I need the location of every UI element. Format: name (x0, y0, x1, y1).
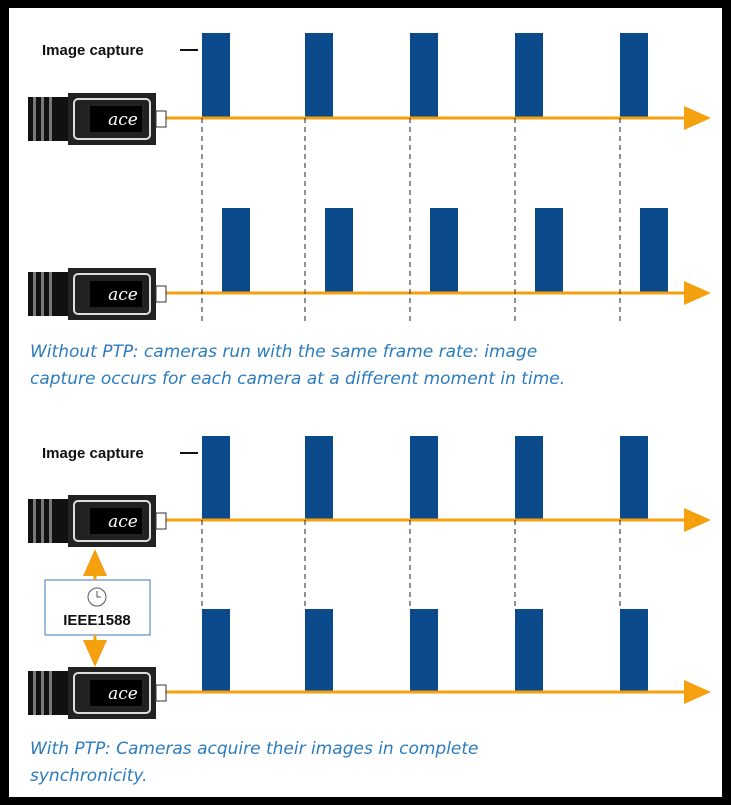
capture-pulse (202, 609, 230, 692)
image-capture-label: Image capture (42, 42, 144, 59)
capture-pulse (410, 436, 438, 520)
camera-logo: ace (108, 285, 138, 305)
camera (27, 92, 167, 146)
capture-pulse (620, 33, 648, 118)
capture-pulse (640, 208, 668, 293)
capture-pulse (515, 436, 543, 520)
capture-pulse (620, 436, 648, 520)
clock-label: IEEE1588 (63, 612, 131, 629)
capture-pulse (430, 208, 458, 293)
capture-pulse (305, 33, 333, 118)
capture-pulse (222, 208, 250, 293)
camera-logo: ace (108, 684, 138, 704)
capture-pulse (325, 208, 353, 293)
camera-logo: ace (108, 512, 138, 532)
clock-hands (96, 591, 101, 598)
caption: With PTP: Cameras acquire their images i… (30, 739, 479, 759)
camera (27, 494, 167, 548)
image-capture-label: Image capture (42, 445, 144, 462)
capture-pulse (535, 208, 563, 293)
camera (27, 267, 167, 321)
caption: Without PTP: cameras run with the same f… (30, 342, 538, 362)
capture-pulse (305, 436, 333, 520)
caption: synchronicity. (30, 766, 148, 786)
capture-pulse (410, 33, 438, 118)
camera-logo: ace (108, 110, 138, 130)
caption: capture occurs for each camera at a diff… (30, 369, 566, 389)
timing-layer: ace ace ace ace Image capture Image capture (27, 33, 711, 720)
camera (27, 666, 167, 720)
capture-pulse (305, 609, 333, 692)
capture-pulse (410, 609, 438, 692)
capture-pulse (620, 609, 648, 692)
capture-pulse (202, 33, 230, 118)
capture-pulse (515, 33, 543, 118)
capture-pulse (202, 436, 230, 520)
capture-pulse (515, 609, 543, 692)
